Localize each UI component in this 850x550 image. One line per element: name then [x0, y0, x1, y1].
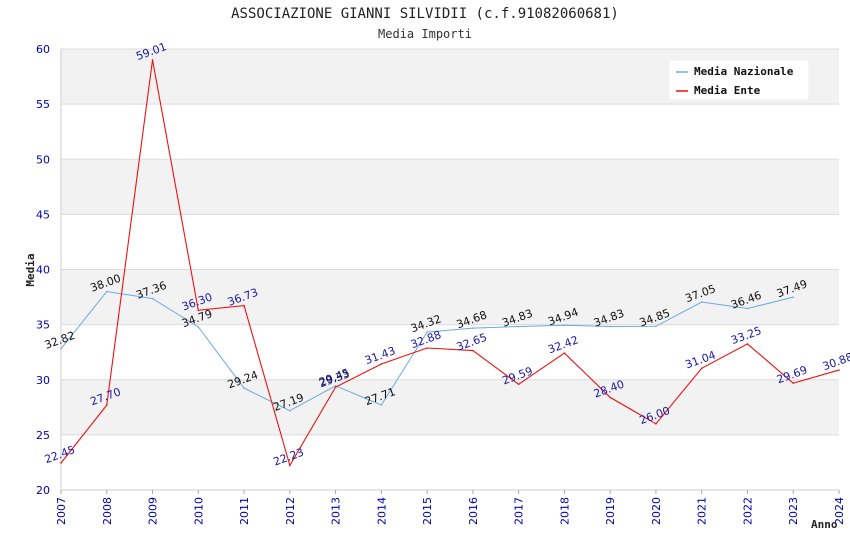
x-axis-label: Anno — [811, 518, 838, 531]
x-tick-label: 2007 — [55, 497, 68, 525]
point-media-nazionale — [563, 324, 566, 327]
point-media-ente — [472, 349, 474, 352]
grid-band — [61, 434, 839, 490]
series-lines — [60, 59, 840, 467]
legend: Media Nazionale Media Ente — [668, 59, 810, 101]
chart-title: ASSOCIAZIONE GIANNI SILVIDII (c.f.910820… — [231, 6, 619, 22]
y-tick-label: 25 — [36, 429, 50, 442]
point-media-ente — [334, 386, 337, 388]
y-tick-label: 45 — [36, 208, 50, 221]
x-tick-label: 2021 — [696, 497, 709, 525]
x-tick-label: 2013 — [330, 497, 343, 525]
point-media-nazionale — [609, 325, 611, 328]
point-media-ente — [517, 383, 520, 386]
point-media-nazionale — [105, 290, 108, 293]
point-media-ente — [151, 59, 154, 61]
point-media-ente — [700, 367, 703, 370]
y-axis-label: Media — [24, 253, 37, 286]
grid-band — [61, 379, 839, 435]
grid-band — [61, 104, 839, 160]
x-tick-label: 2012 — [284, 497, 297, 525]
point-media-ente — [746, 343, 749, 345]
point-media-ente — [792, 382, 795, 384]
point-media-nazionale — [517, 325, 520, 328]
y-tick-label: 55 — [36, 98, 50, 111]
x-tick-label: 2020 — [650, 497, 663, 525]
point-media-nazionale — [426, 331, 428, 333]
legend-label-media-nazionale: Media Nazionale — [694, 65, 794, 78]
x-tick-label: 2024 — [833, 497, 846, 525]
x-tick-label: 2015 — [421, 497, 434, 525]
legend-label-media-ente: Media Ente — [694, 84, 761, 97]
point-media-ente — [197, 309, 200, 312]
y-tick-label: 20 — [36, 484, 50, 497]
y-tick-label: 35 — [36, 319, 50, 332]
point-media-ente — [563, 352, 566, 354]
y-tick-label: 50 — [36, 153, 50, 166]
series-line-media-ente — [60, 59, 840, 467]
point-media-nazionale — [197, 326, 200, 328]
x-tick-label: 2018 — [558, 497, 571, 525]
y-tick-label: 30 — [36, 374, 50, 387]
point-media-nazionale — [746, 307, 749, 310]
grid-band — [61, 269, 839, 325]
axes — [60, 49, 839, 491]
x-tick-label: 2017 — [513, 497, 526, 525]
x-ticks: 2007 2008 2009 2010 2011 2012 2013 2014 2015 2016… — [55, 490, 846, 525]
point-media-nazionale — [472, 327, 474, 329]
point-media-ente — [609, 396, 611, 399]
x-tick-label: 2016 — [467, 497, 480, 525]
chart-subtitle: Media Importi — [378, 27, 472, 41]
y-ticks: 20 25 30 35 40 45 50 55 60 — [36, 43, 50, 497]
legend-box — [668, 59, 810, 101]
point-media-nazionale — [334, 385, 337, 387]
x-tick-label: 2011 — [238, 497, 251, 525]
grid-band — [61, 159, 839, 215]
point-media-nazionale — [60, 347, 62, 350]
x-tick-label: 2022 — [741, 497, 754, 525]
point-media-nazionale — [380, 404, 383, 406]
point-media-nazionale — [700, 301, 703, 303]
point-media-ente — [289, 464, 291, 467]
x-tick-label: 2008 — [101, 497, 114, 525]
point-media-ente — [60, 462, 62, 464]
x-tick-label: 2019 — [604, 497, 617, 525]
point-media-ente — [655, 423, 657, 425]
point-media-nazionale — [243, 387, 245, 389]
point-media-ente — [426, 347, 428, 349]
grid-band — [61, 214, 839, 270]
grid-bands — [61, 49, 839, 490]
point-media-nazionale — [151, 297, 154, 300]
point-media-ente — [838, 369, 840, 371]
point-media-ente — [105, 404, 108, 406]
x-tick-label: 2014 — [375, 497, 388, 525]
point-media-nazionale — [289, 409, 291, 412]
x-tick-label: 2010 — [192, 497, 205, 525]
grid-band — [61, 324, 839, 380]
point-media-nazionale — [792, 296, 795, 298]
x-tick-label: 2009 — [147, 497, 160, 525]
grid-lines — [61, 48, 839, 491]
point-media-ente — [380, 363, 383, 365]
point-media-nazionale — [655, 325, 657, 328]
y-tick-label: 40 — [36, 264, 50, 277]
x-tick-label: 2023 — [787, 497, 800, 525]
point-media-ente — [243, 304, 245, 307]
y-tick-label: 60 — [36, 43, 50, 56]
